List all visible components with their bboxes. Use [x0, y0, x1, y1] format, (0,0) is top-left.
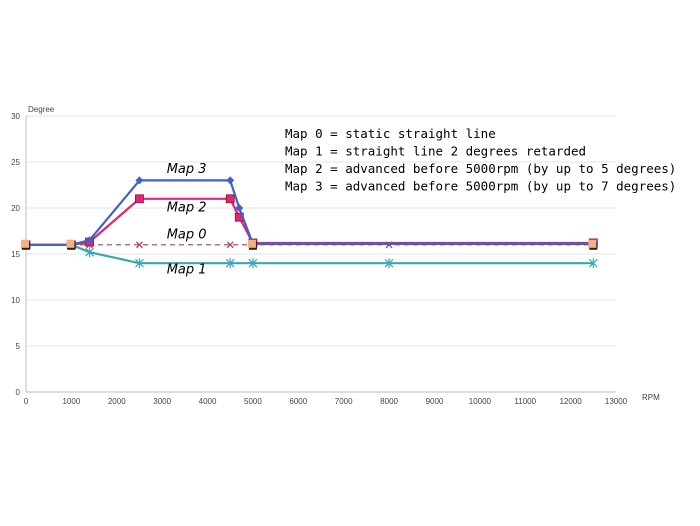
marker-map-3-5	[235, 204, 244, 212]
x-tick-0: 0	[24, 397, 29, 406]
map-annotations: Map 3 Map 2 Map 0 Map 1	[167, 162, 207, 277]
axes	[25, 116, 616, 393]
x-tick-5000: 5000	[244, 397, 262, 406]
legend-line-map-3: Map 3 = advanced before 5000rpm (by up t…	[285, 179, 676, 194]
marker-map-3-3	[135, 176, 144, 185]
marker-map-2-4	[225, 194, 235, 204]
annotation-map-0: Map 0	[167, 227, 207, 242]
x-tick-13000: 13000	[605, 397, 628, 406]
endpoint-markers	[21, 239, 598, 250]
x-tick-labels: 0 1000 2000 3000 4000 5000 6000 7000 8000 9000 100…	[24, 397, 628, 406]
y-tick-5: 5	[16, 342, 21, 351]
x-tick-6000: 6000	[289, 397, 307, 406]
marker-map-1-5	[248, 258, 258, 269]
x-tick-7000: 7000	[335, 397, 353, 406]
x-axis-label: RPM	[642, 393, 660, 402]
marker-map-3-4	[226, 176, 235, 185]
annotation-map-3: Map 3	[167, 162, 207, 177]
marker-map-3-2	[85, 236, 94, 245]
endpoint-marker-start	[21, 239, 29, 248]
y-tick-10: 10	[11, 296, 20, 305]
x-tick-10000: 10000	[469, 397, 492, 406]
endpoint-marker-five-k	[247, 239, 256, 248]
marker-map-1-4	[225, 258, 235, 269]
marker-map-0-4	[226, 241, 234, 249]
x-tick-1000: 1000	[62, 397, 80, 406]
y-tick-15: 15	[11, 250, 20, 259]
x-tick-8000: 8000	[380, 397, 398, 406]
legend-line-map-0: Map 0 = static straight line	[285, 126, 496, 141]
x-tick-9000: 9000	[426, 397, 444, 406]
endpoint-marker-end	[588, 239, 597, 248]
y-tick-25: 25	[11, 158, 20, 167]
marker-map-0-3	[136, 241, 143, 249]
legend-text-block: Map 0 = static straight line Map 1 = str…	[285, 126, 676, 194]
series-group	[21, 176, 598, 269]
legend-line-map-2: Map 2 = advanced before 5000rpm (by up t…	[285, 161, 676, 176]
y-tick-30: 30	[11, 112, 20, 121]
marker-map-1-6	[384, 258, 394, 269]
x-tick-2000: 2000	[108, 397, 126, 406]
x-tick-3000: 3000	[153, 397, 171, 406]
gridlines	[26, 115, 616, 393]
y-axis-label: Degree	[28, 105, 55, 114]
annotation-map-2: Map 2	[167, 201, 207, 216]
x-tick-4000: 4000	[199, 397, 217, 406]
marker-map-1-7	[588, 258, 598, 269]
x-tick-12000: 12000	[559, 397, 582, 406]
legend-line-map-1: Map 1 = straight line 2 degrees retarded	[285, 144, 586, 159]
marker-map-2-3	[135, 194, 144, 204]
y-tick-0: 0	[16, 388, 21, 397]
marker-map-1-3	[135, 258, 144, 269]
y-tick-20: 20	[11, 204, 20, 213]
y-tick-labels: 0 5 10 15 20 25 30	[11, 112, 20, 397]
line-map-2	[26, 197, 594, 246]
x-tick-11000: 11000	[514, 397, 536, 406]
marker-map-1-2	[85, 247, 94, 258]
series-map-2	[21, 194, 598, 250]
annotation-map-1: Map 1	[167, 262, 207, 277]
endpoint-marker-knee	[66, 239, 75, 248]
